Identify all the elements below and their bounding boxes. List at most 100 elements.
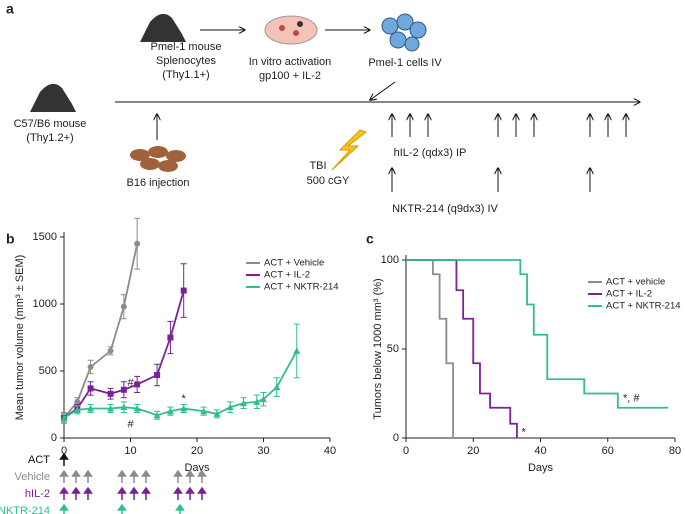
schedule-arrow — [59, 469, 69, 483]
point — [73, 406, 81, 413]
annotation: *, # — [623, 393, 640, 405]
diagram-label: Pmel-1 mouse — [151, 41, 222, 53]
panel-label: b — [6, 231, 15, 247]
schedule-arrow — [71, 469, 81, 483]
diagram-label: Pmel-1 cells IV — [368, 57, 442, 69]
y-tick-label: 1500 — [33, 231, 57, 243]
schedule-label: ACT — [28, 454, 50, 466]
legend-label: ACT + vehicle — [606, 277, 665, 288]
schedule-arrow — [129, 486, 139, 500]
diagram-label: C57/B6 mouse — [14, 118, 87, 130]
annotation: # — [127, 377, 134, 389]
panel-label: a — [6, 1, 14, 17]
point — [166, 407, 174, 415]
y-axis-label: Tumors below 1000 mm³ (%) — [372, 278, 384, 419]
point — [180, 287, 187, 294]
x-tick-label: 80 — [669, 445, 681, 457]
schedule-arrow — [175, 503, 185, 514]
point — [273, 383, 281, 391]
point — [107, 347, 114, 354]
schedule-arrow — [141, 486, 151, 500]
point — [120, 386, 127, 393]
point — [200, 407, 208, 415]
schedule-arrow — [197, 486, 207, 500]
point — [226, 403, 234, 411]
diagram-label: gp100 + IL-2 — [259, 70, 321, 82]
point — [154, 372, 161, 379]
schedule-arrow — [141, 469, 151, 483]
point — [120, 403, 128, 411]
x-tick-label: 40 — [534, 445, 546, 457]
diagram-label: 500 cGY — [307, 175, 350, 187]
point — [107, 390, 114, 397]
point — [167, 334, 174, 341]
y-tick-label: 50 — [387, 343, 399, 355]
schedule-arrow — [83, 486, 93, 500]
diagram-label: Splenocytes — [156, 55, 216, 67]
y-tick-label: 0 — [393, 432, 399, 444]
schedule-arrow — [117, 486, 127, 500]
point — [87, 385, 94, 392]
diagram-label: hIL-2 (qdx3) IP — [394, 147, 467, 159]
schedule-arrow — [185, 486, 195, 500]
point — [253, 398, 261, 405]
diagram-shapes — [30, 13, 640, 192]
legend-label: ACT + NKTR-214 — [606, 301, 681, 312]
x-tick-label: 0 — [61, 445, 67, 457]
x-tick-label: 20 — [467, 445, 479, 457]
y-axis-label: Mean tumor volume (mm³ ± SEM) — [14, 255, 26, 421]
x-tick-label: 60 — [602, 445, 614, 457]
x-tick-label: 0 — [403, 445, 409, 457]
point — [60, 414, 68, 421]
diagram-label: In vitro activation — [249, 56, 332, 68]
survival-curve — [406, 259, 518, 438]
survival-curve — [406, 259, 454, 438]
schedule-arrow — [117, 503, 127, 514]
point — [87, 405, 95, 412]
diagram-label: (Thy1.1+) — [162, 69, 209, 81]
y-tick-label: 100 — [381, 254, 399, 266]
schedule-arrow — [117, 469, 127, 483]
x-axis-label: Days — [528, 462, 554, 474]
legend-label: ACT + IL-2 — [264, 270, 310, 281]
point — [74, 398, 81, 405]
schedule-arrow — [173, 469, 183, 483]
schedule-arrow — [197, 469, 207, 483]
point — [153, 411, 161, 419]
survival-curve — [406, 259, 669, 409]
schedule-arrow — [83, 469, 93, 483]
legend-label: ACT + Vehicle — [264, 258, 324, 269]
x-tick-label: 20 — [191, 445, 203, 457]
point — [134, 381, 141, 388]
x-axis-label: Days — [184, 462, 210, 474]
annotation: * — [182, 393, 187, 405]
schedule-arrow — [59, 486, 69, 500]
diagram-label: (Thy1.2+) — [26, 132, 73, 144]
schedule-arrow — [173, 486, 183, 500]
x-tick-label: 10 — [124, 445, 136, 457]
y-tick-label: 1000 — [33, 298, 57, 310]
y-tick-label: 500 — [39, 365, 57, 377]
point — [134, 240, 141, 247]
point — [107, 405, 115, 412]
point — [260, 395, 267, 403]
schedule-arrow — [59, 452, 69, 466]
diagram-label: B16 injection — [127, 177, 190, 189]
schedule-arrow — [129, 469, 139, 483]
schedule-arrow — [71, 486, 81, 500]
x-tick-label: 30 — [257, 445, 269, 457]
point — [133, 405, 141, 412]
point — [87, 363, 94, 370]
point — [120, 303, 127, 310]
schedule-label: NKTR-214 — [0, 505, 50, 514]
point — [180, 405, 188, 412]
diagram-label: TBI — [309, 160, 326, 172]
point — [213, 410, 221, 417]
schedule-label: hIL-2 — [25, 488, 50, 500]
diagram-label: NKTR-214 (q9dx3) IV — [392, 203, 498, 215]
schedule-arrow — [185, 469, 195, 483]
legend-label: ACT + NKTR-214 — [264, 282, 339, 293]
annotation: * — [522, 427, 527, 439]
legend-label: ACT + IL-2 — [606, 289, 652, 300]
